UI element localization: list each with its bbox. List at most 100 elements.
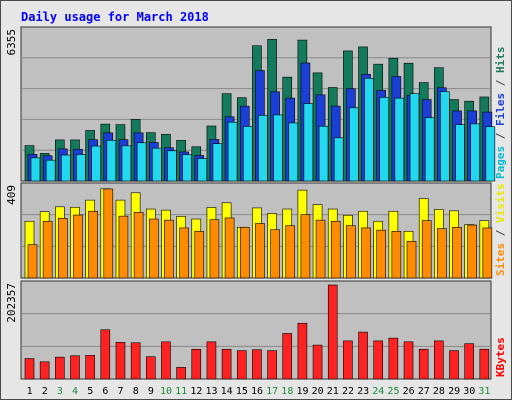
bar-bottom-kbytes-day-28	[434, 340, 444, 380]
x-tick-label-29: 29	[448, 386, 460, 397]
panel-bottom-max-label: 202357	[5, 283, 18, 323]
bar-top-pages-day-10	[167, 150, 177, 182]
bar-bottom-kbytes-day-7	[115, 342, 126, 380]
bar-middle-sites-day-21	[330, 220, 341, 279]
bar-bottom-kbytes-day-30	[464, 343, 474, 380]
bar-top-pages-day-16	[258, 115, 268, 182]
bar-middle-sites-day-10	[164, 219, 174, 279]
bar-middle-sites-day-2	[42, 220, 53, 279]
x-tick-label-21: 21	[327, 386, 339, 397]
bar-middle-sites-day-13	[209, 219, 220, 279]
bar-middle-sites-day-16	[255, 223, 265, 279]
x-tick-label-24: 24	[372, 386, 384, 397]
legend-entry: Sites	[494, 243, 507, 276]
bar-bottom-kbytes-day-10	[161, 341, 171, 380]
bar-top-pages-day-17	[273, 114, 283, 182]
bar-top-pages-day-18	[288, 122, 299, 182]
bar-top-pages-day-2	[45, 159, 56, 182]
bar-top-pages-day-22	[349, 107, 359, 182]
bar-bottom-kbytes-day-26	[403, 341, 414, 380]
bar-top-pages-day-23	[364, 78, 374, 182]
bar-bottom-kbytes-day-22	[343, 340, 353, 380]
bar-top-pages-day-25	[394, 97, 405, 182]
bar-top-pages-day-31	[485, 126, 496, 182]
bar-top-pages-day-12	[197, 158, 208, 182]
bar-middle-sites-day-5	[88, 210, 98, 279]
bar-bottom-kbytes-day-27	[418, 348, 429, 380]
bar-top-pages-day-21	[333, 137, 344, 182]
bar-middle-sites-day-26	[406, 240, 417, 279]
x-tick-label-31: 31	[478, 386, 490, 397]
bar-top-pages-day-29	[455, 124, 465, 182]
x-tick-label-9: 9	[148, 386, 154, 397]
bar-bottom-kbytes-day-20	[312, 344, 323, 380]
bar-middle-sites-day-4	[73, 214, 83, 279]
bar-top-pages-day-7	[121, 145, 132, 182]
bar-top-pages-day-3	[61, 154, 71, 182]
bar-middle-sites-day-12	[194, 230, 205, 279]
bar-middle-sites-day-1	[27, 244, 38, 279]
bar-middle-sites-day-31	[482, 227, 493, 279]
x-tick-label-30: 30	[463, 386, 475, 397]
x-tick-label-5: 5	[87, 386, 93, 397]
bar-middle-sites-day-19	[300, 214, 311, 279]
bar-bottom-kbytes-day-29	[449, 350, 459, 380]
bar-middle-sites-day-25	[391, 230, 402, 279]
bar-top-pages-day-1	[30, 157, 41, 182]
bar-top-pages-day-11	[182, 154, 192, 182]
x-tick-label-7: 7	[118, 386, 124, 397]
x-tick-label-26: 26	[403, 386, 415, 397]
x-tick-label-1: 1	[27, 386, 33, 397]
x-tick-label-16: 16	[251, 386, 263, 397]
bar-top-pages-day-20	[318, 125, 329, 182]
x-tick-label-12: 12	[190, 386, 202, 397]
bar-middle-sites-day-6	[103, 188, 114, 279]
bar-middle-sites-day-18	[285, 225, 296, 279]
panel-bottom-legend: KBytes	[494, 337, 507, 377]
bar-top-pages-day-15	[242, 126, 253, 182]
bar-middle-sites-day-9	[148, 218, 159, 279]
bar-top-pages-day-19	[303, 103, 314, 182]
bar-top-pages-day-8	[136, 142, 147, 182]
bar-bottom-kbytes-day-5	[85, 355, 95, 380]
bar-bottom-kbytes-day-15	[236, 350, 247, 380]
bar-middle-sites-day-30	[467, 224, 477, 279]
bar-top-pages-day-24	[379, 97, 390, 182]
panel-middle-max-label: 409	[5, 185, 18, 205]
bar-bottom-kbytes-day-13	[206, 341, 217, 380]
panel-top-max-label: 6355	[5, 29, 18, 56]
bar-bottom-kbytes-day-25	[388, 337, 399, 380]
legend-entry: /	[494, 73, 507, 93]
x-tick-label-22: 22	[342, 386, 354, 397]
bar-middle-sites-day-24	[376, 229, 387, 279]
bar-bottom-kbytes-day-11	[176, 367, 186, 380]
bar-top-pages-day-13	[212, 143, 223, 182]
x-tick-label-10: 10	[160, 386, 172, 397]
bar-middle-sites-day-17	[270, 229, 280, 279]
bar-bottom-kbytes-day-17	[267, 350, 277, 380]
panel-top-legend: Pages / Files / Hits	[494, 47, 507, 180]
legend-entry: /	[494, 223, 507, 243]
x-tick-label-18: 18	[281, 386, 293, 397]
bar-middle-sites-day-28	[437, 228, 447, 279]
bar-middle-sites-day-23	[361, 227, 371, 279]
legend-entry: Pages	[494, 146, 507, 179]
legend-entry: /	[494, 126, 507, 146]
x-tick-label-4: 4	[72, 386, 78, 397]
bar-bottom-kbytes-day-21	[327, 284, 338, 380]
bar-bottom-kbytes-day-9	[145, 356, 156, 380]
x-tick-label-13: 13	[205, 386, 217, 397]
chart-title: Daily usage for March 2018	[21, 10, 209, 24]
bar-middle-sites-day-11	[179, 227, 189, 279]
legend-entry: Files	[494, 93, 507, 126]
x-tick-label-11: 11	[175, 386, 187, 397]
bar-middle-sites-day-7	[118, 215, 129, 279]
bar-top-pages-day-26	[409, 93, 420, 182]
legend-entry: Hits	[494, 47, 507, 74]
bar-bottom-kbytes-day-6	[100, 329, 111, 380]
x-tick-label-14: 14	[221, 386, 233, 397]
legend-entry: Visits	[494, 183, 507, 223]
bar-middle-sites-day-3	[58, 218, 68, 279]
